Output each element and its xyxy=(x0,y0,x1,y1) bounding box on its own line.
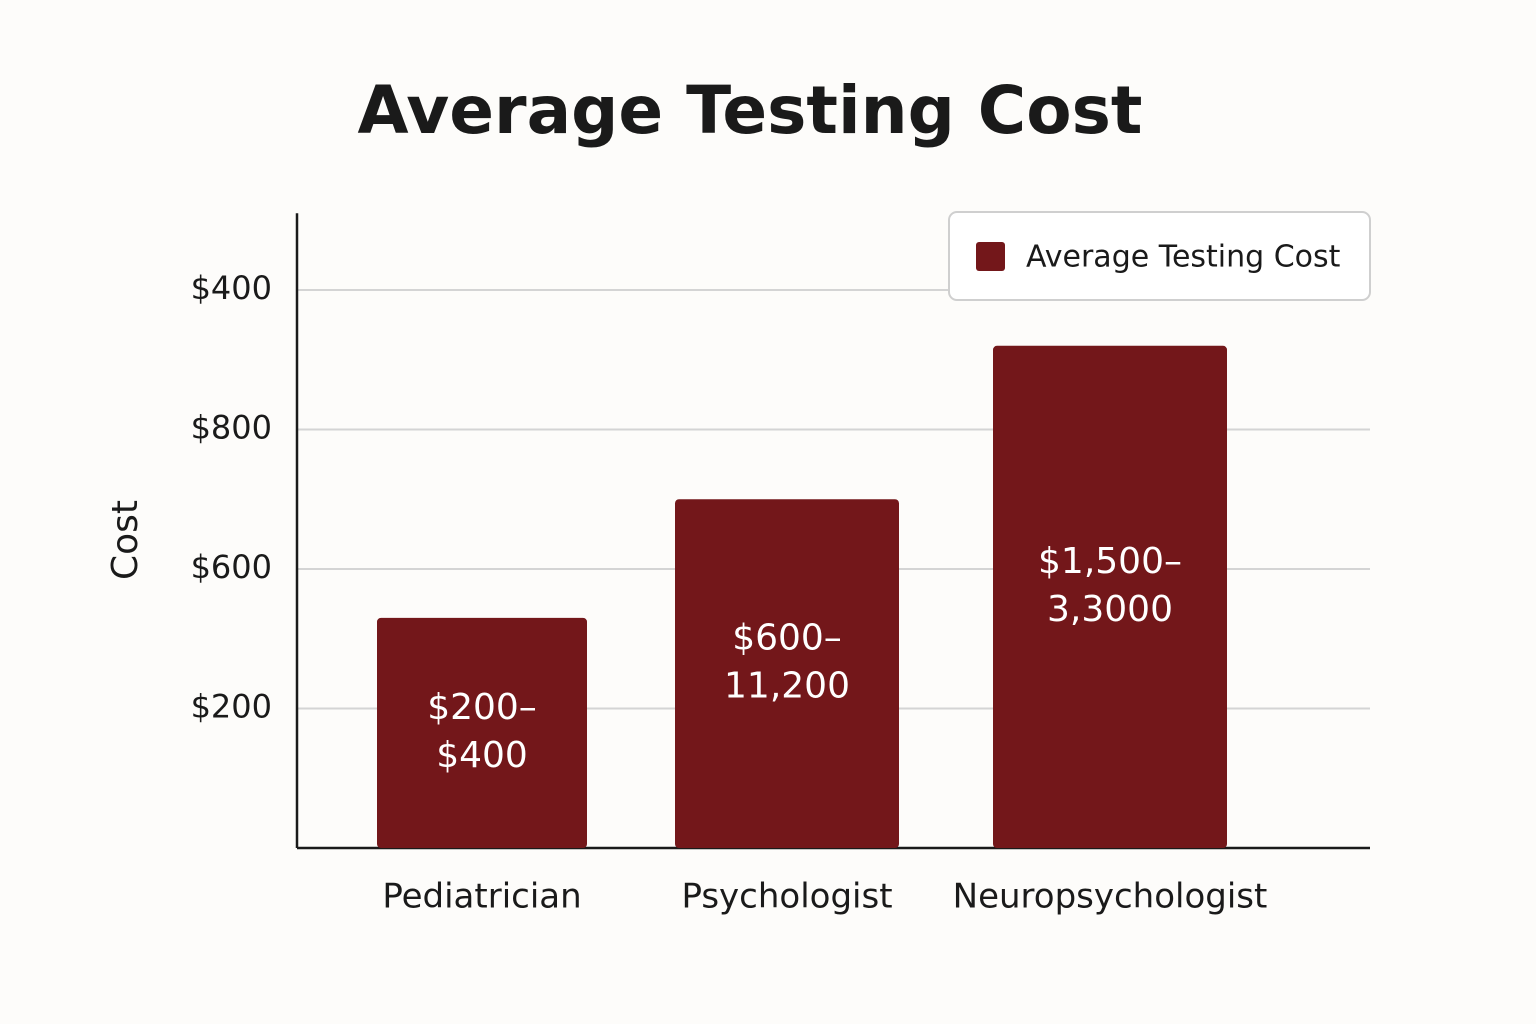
y-tick-label: $800 xyxy=(191,409,272,447)
bar-annotation: $1,500– xyxy=(1038,541,1182,582)
bar-annotation: $200– xyxy=(427,687,537,728)
bar-annotation: $400 xyxy=(436,735,528,776)
y-tick-label: $400 xyxy=(191,269,272,307)
bar xyxy=(993,345,1227,848)
x-tick-label: Psychologist xyxy=(681,877,892,917)
legend-box xyxy=(948,211,1371,301)
x-tick-label: Neuropsychologist xyxy=(953,877,1268,917)
x-tick-label: Pediatrician xyxy=(382,877,581,917)
bar xyxy=(377,617,587,848)
legend-label: Average Testing Cost xyxy=(1026,240,1341,275)
bar-annotation: 3,3000 xyxy=(1047,589,1173,630)
bar xyxy=(675,499,899,848)
bar-annotation: 11,200 xyxy=(724,666,850,707)
bar-annotation: $600– xyxy=(732,618,842,659)
chart-title: Average Testing Cost xyxy=(358,72,1143,149)
y-axis-label: Cost xyxy=(105,500,146,580)
y-tick-label: $600 xyxy=(191,548,272,586)
y-tick-label: $200 xyxy=(191,688,272,726)
legend-swatch xyxy=(976,242,1005,271)
